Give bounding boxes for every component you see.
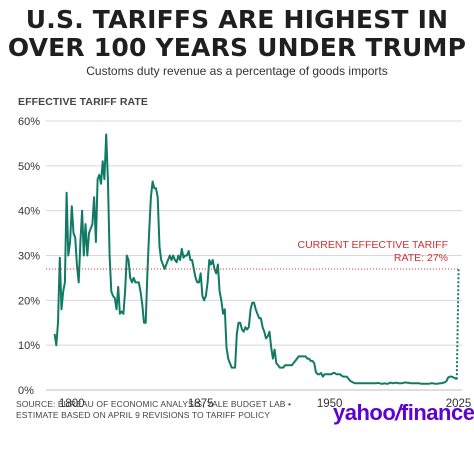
y-tick-label: 20%	[18, 295, 40, 307]
source-line-1: SOURCE: BUREAU OF ECONOMIC ANALYSIS; YAL…	[16, 399, 292, 409]
annotation-line-2: RATE: 27%	[394, 252, 448, 264]
y-tick-label: 0%	[18, 385, 34, 397]
y-tick-label: 30%	[18, 251, 40, 263]
chart-title: U.S. TARIFFS ARE HIGHEST IN OVER 100 YEA…	[0, 6, 474, 62]
x-tick-label: 1800	[59, 398, 85, 410]
title-line-1: U.S. TARIFFS ARE HIGHEST IN	[25, 5, 449, 34]
x-tick-label: 1950	[317, 398, 343, 410]
logo-finance-text: finance	[400, 400, 474, 425]
series-line	[53, 133, 458, 385]
x-tick-label: 1875	[188, 398, 214, 410]
yahoo-finance-logo[interactable]: yahoo/finance	[333, 400, 474, 426]
annotation-line-1: CURRENT EFFECTIVE TARIFF	[297, 239, 448, 251]
projection-line	[455, 268, 460, 380]
y-tick-label: 10%	[18, 340, 40, 352]
logo-slash: /	[395, 400, 401, 425]
x-tick-label: 2025	[446, 398, 472, 410]
source-line-2: ESTIMATE BASED ON APRIL 9 REVISIONS TO T…	[16, 410, 270, 420]
logo-yahoo-text: yahoo	[333, 400, 396, 425]
y-tick-label: 50%	[18, 161, 40, 173]
y-tick-label: 40%	[18, 206, 40, 218]
title-line-2: OVER 100 YEARS UNDER TRUMP	[7, 33, 467, 62]
y-tick-labels: 0% 10% 20% 30% 40% 50% 60%	[18, 116, 40, 397]
source-note: SOURCE: BUREAU OF ECONOMIC ANALYSIS; YAL…	[16, 399, 316, 421]
y-tick-label: 60%	[18, 116, 40, 128]
x-tick-labels: 1800 1875 1950 2025	[59, 398, 471, 410]
y-axis-title: EFFECTIVE TARIFF RATE	[18, 96, 149, 108]
gridlines	[46, 120, 462, 391]
chart-subtitle: Customs duty revenue as a percentage of …	[86, 64, 388, 78]
